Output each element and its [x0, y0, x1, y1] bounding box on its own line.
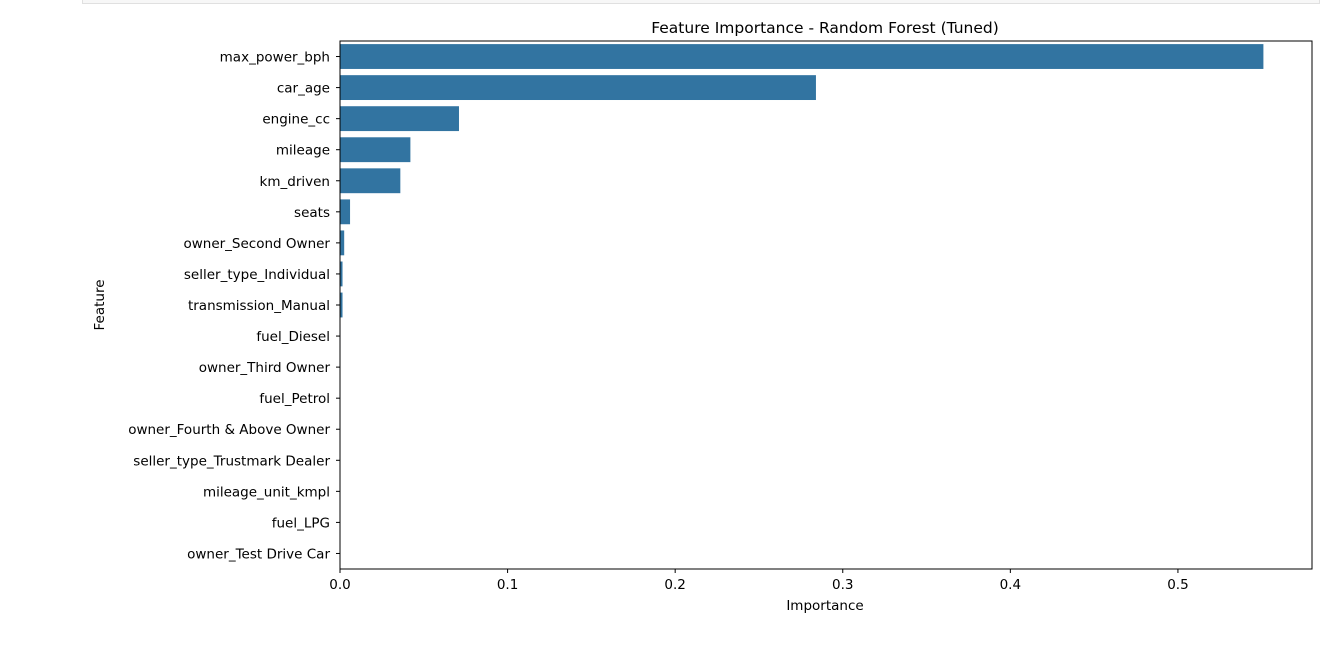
y-tick-label: owner_Test Drive Car — [187, 546, 330, 562]
x-tick-label: 0.2 — [664, 577, 685, 593]
y-tick-label: km_driven — [260, 174, 330, 190]
y-tick-label: seller_type_Individual — [184, 267, 330, 283]
y-tick-label: mileage_unit_kmpl — [203, 484, 330, 500]
y-tick-label: transmission_Manual — [188, 298, 330, 314]
chart-title: Feature Importance - Random Forest (Tune… — [651, 19, 999, 37]
x-tick-label: 0.0 — [329, 577, 350, 593]
y-tick-label: fuel_Diesel — [256, 329, 330, 345]
y-tick-label: mileage — [276, 143, 330, 159]
y-tick-label: max_power_bph — [220, 50, 330, 66]
x-axis-label: Importance — [786, 598, 863, 614]
y-tick-label: seller_type_Trustmark Dealer — [133, 453, 330, 469]
y-tick-label: seats — [294, 205, 330, 221]
bar — [340, 199, 351, 225]
bar — [340, 230, 345, 256]
y-tick-label: engine_cc — [262, 112, 330, 128]
y-tick-label: fuel_LPG — [272, 515, 330, 531]
x-axis-ticks: 0.0 0.1 0.2 0.3 0.4 0.5 — [329, 569, 1189, 593]
bar — [340, 137, 411, 163]
bar — [340, 292, 343, 318]
bar — [340, 168, 401, 194]
bar — [340, 106, 459, 132]
y-tick-label: owner_Fourth & Above Owner — [128, 422, 330, 438]
plot-frame — [339, 40, 1313, 570]
bars-group — [340, 44, 1264, 473]
y-tick-label: fuel_Petrol — [259, 391, 330, 407]
bar — [340, 44, 1264, 69]
bar — [340, 75, 816, 101]
previous-cell-edge — [82, 0, 1320, 4]
x-tick-label: 0.1 — [497, 577, 518, 593]
y-tick-label: owner_Second Owner — [183, 236, 330, 252]
y-tick-label: owner_Third Owner — [199, 360, 331, 376]
x-tick-label: 0.4 — [1000, 577, 1021, 593]
x-tick-label: 0.5 — [1167, 577, 1188, 593]
bar — [340, 261, 343, 287]
x-tick-label: 0.3 — [832, 577, 853, 593]
y-axis-label: Feature — [92, 279, 108, 330]
y-tick-label: car_age — [277, 81, 330, 97]
